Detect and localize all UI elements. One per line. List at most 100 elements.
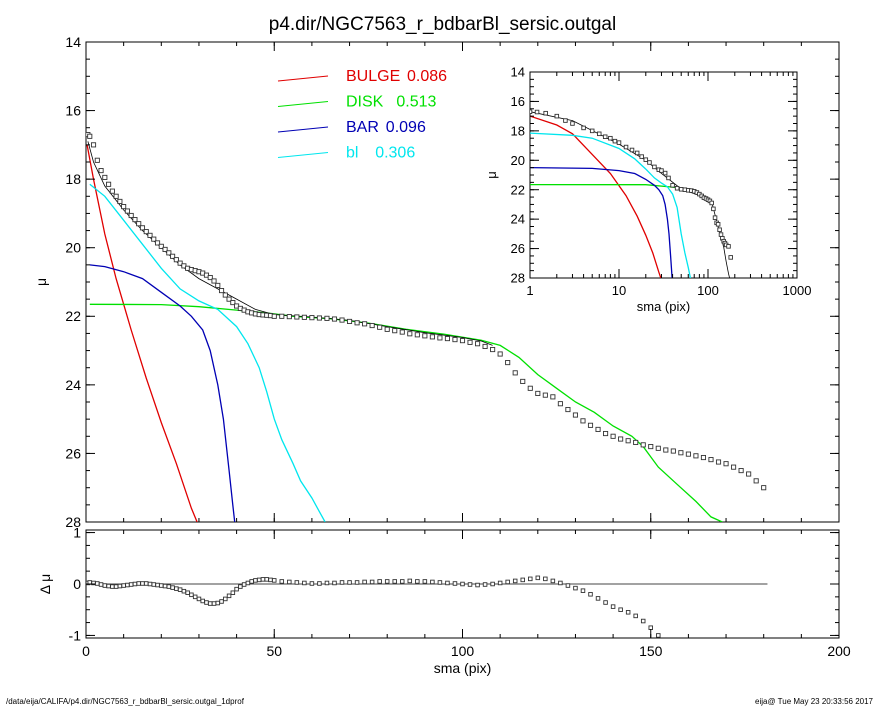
residual-point	[132, 581, 138, 587]
data-point	[572, 412, 578, 418]
data-point	[309, 315, 315, 321]
residual-point	[407, 578, 413, 584]
data-point	[218, 288, 225, 294]
data-point	[459, 338, 466, 344]
inset-data-point	[728, 255, 733, 260]
data-point	[678, 450, 684, 456]
data-point	[392, 328, 398, 334]
data-point	[580, 418, 586, 424]
legend-value-disk: 0.513	[396, 94, 436, 111]
residual-point	[170, 585, 175, 590]
data-point	[753, 478, 759, 484]
data-point	[550, 394, 556, 400]
inset-ytick-label: 20	[511, 153, 525, 168]
data-point	[414, 332, 420, 338]
legend-swatch-bl	[277, 152, 329, 158]
residual-point	[192, 594, 198, 600]
residual-point	[279, 579, 285, 584]
residual-point	[181, 588, 187, 594]
residual-point	[392, 579, 397, 584]
residual-x-axis-label: sma (pix)	[434, 660, 492, 676]
inset-data-point	[616, 140, 622, 145]
data-point	[618, 436, 624, 442]
data-point	[603, 430, 609, 437]
residual-point	[558, 580, 563, 586]
residual-point	[384, 579, 390, 584]
data-point	[170, 253, 176, 259]
data-point	[731, 464, 737, 470]
inset-x-axis-label: sma (pix)	[637, 299, 690, 314]
legend-swatch-bar	[277, 126, 329, 133]
data-point	[113, 193, 119, 199]
series-line-bl	[89, 183, 326, 522]
residual-point	[219, 599, 224, 604]
residual-ytick-label: -1	[69, 627, 82, 643]
footer-user-date: eija@ Tue May 23 20:33:56 2017	[755, 697, 873, 706]
data-point	[422, 333, 428, 339]
residual-point	[95, 581, 100, 586]
data-point	[151, 236, 157, 242]
residual-point	[430, 579, 435, 585]
data-point	[587, 422, 594, 428]
residual-point	[573, 585, 578, 591]
data-point	[633, 439, 639, 446]
chart-title: p4.dir/NGC7563_r_bdbarBl_sersic.outgal	[268, 14, 617, 35]
data-point	[109, 188, 115, 194]
data-point	[542, 392, 548, 398]
data-point	[520, 378, 526, 384]
residual-point	[618, 607, 623, 612]
residual-point	[211, 601, 217, 606]
residual-point	[400, 579, 405, 584]
inset-ytick-label: 14	[511, 65, 525, 80]
residual-point	[200, 598, 205, 604]
residual-point	[249, 579, 254, 584]
data-point	[279, 313, 285, 319]
inset-ytick-label: 26	[511, 241, 525, 256]
residual-point	[207, 601, 213, 606]
inset-data-point	[715, 222, 721, 227]
inset-data-point	[570, 121, 575, 126]
residual-point	[550, 578, 556, 584]
residual-point	[377, 579, 382, 584]
data-point	[117, 198, 123, 204]
data-point	[625, 438, 631, 444]
residual-point	[287, 579, 292, 585]
residual-xtick-label: 0	[82, 643, 90, 659]
residual-point	[633, 613, 638, 619]
inset-data-point	[652, 164, 657, 170]
legend-value-bulge: 0.086	[407, 68, 447, 85]
data-point	[429, 334, 435, 340]
data-point	[384, 326, 390, 332]
main-ytick-label: 16	[65, 102, 81, 118]
main-y-axis-label: μ	[33, 278, 49, 286]
residual-point	[110, 584, 115, 589]
residual-point	[528, 576, 533, 582]
residual-point	[482, 582, 488, 587]
data-point	[399, 329, 405, 335]
residual-point	[580, 588, 586, 593]
data-point	[557, 401, 563, 407]
data-point	[147, 232, 153, 238]
residual-point	[260, 577, 266, 582]
inset-data-point	[726, 244, 731, 249]
data-point	[452, 337, 458, 343]
residual-point	[309, 581, 315, 586]
inset-data-point	[581, 125, 586, 131]
inset-data-point	[639, 154, 644, 159]
inset-data-point	[709, 200, 714, 206]
data-point	[301, 314, 307, 320]
inset-xtick-label: 1	[526, 283, 533, 298]
data-point	[128, 212, 134, 219]
inset-xtick-label: 100	[697, 283, 719, 298]
data-point	[475, 341, 481, 347]
data-point	[610, 433, 616, 439]
inset-data-point	[662, 170, 668, 176]
legend-swatch-bulge	[277, 75, 329, 82]
data-point	[98, 168, 104, 174]
residual-point	[185, 590, 190, 595]
inset-data-point	[717, 227, 722, 232]
legend-value-bar: 0.096	[386, 119, 426, 136]
data-point	[139, 225, 146, 231]
residual-point	[245, 580, 251, 586]
residual-point	[241, 582, 247, 587]
